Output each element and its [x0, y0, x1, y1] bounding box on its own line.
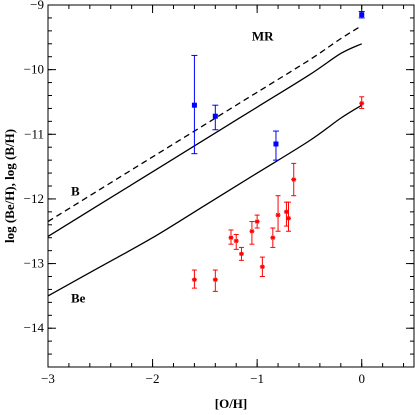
asterisk-marker [359, 101, 364, 106]
blue-data-point [272, 130, 279, 161]
asterisk-marker [275, 212, 281, 218]
red-data-point [191, 269, 197, 289]
red-data-point [212, 269, 218, 292]
model-curves [47, 25, 363, 297]
square-marker [273, 141, 279, 147]
solid-model-curve [47, 104, 363, 297]
y-tick-label: −14 [24, 320, 45, 335]
x-tick-label: −2 [146, 371, 160, 386]
y-tick-label: −13 [24, 256, 44, 271]
red-data-point [259, 256, 265, 277]
asterisk-marker [228, 235, 234, 240]
asterisk-marker [249, 229, 255, 234]
y-tick-label: −9 [30, 0, 44, 12]
blue-data-point [212, 104, 219, 131]
x-tick-label: −1 [250, 371, 264, 386]
red-data-point [275, 195, 281, 232]
asterisk-marker [260, 264, 265, 269]
data-markers [191, 10, 365, 292]
red-data-point [291, 162, 297, 197]
y-axis-label: log (Be/H), log (B/H) [2, 129, 17, 243]
asterisk-marker [234, 238, 239, 244]
annotations: MR B Be [71, 29, 274, 306]
solid-model-curve [47, 43, 362, 237]
annotation-mr: MR [252, 29, 274, 44]
asterisk-marker [270, 235, 276, 240]
axis-ticks [47, 4, 414, 367]
red-data-point [228, 229, 234, 245]
annotation-b: B [71, 184, 80, 199]
blue-data-point [191, 54, 198, 155]
y-tick-label: −12 [24, 191, 44, 206]
axis-tick-labels: −3 −2 −1 0−14−13−12−11−10−9 [24, 0, 365, 386]
y-tick-label: −11 [24, 126, 44, 141]
x-tick-label: −3 [41, 371, 55, 386]
red-data-point [249, 221, 255, 245]
asterisk-marker [284, 209, 289, 215]
y-tick-label: −10 [24, 62, 44, 77]
red-data-point [233, 233, 239, 250]
blue-data-point [358, 10, 365, 19]
square-marker [191, 102, 197, 108]
annotation-be: Be [71, 290, 86, 305]
asterisk-marker [286, 216, 291, 221]
asterisk-marker [291, 177, 296, 182]
square-marker [359, 12, 365, 18]
x-tick-label: 0 [358, 371, 365, 386]
red-data-point [270, 227, 276, 248]
plot-frame [47, 4, 415, 368]
dashed-model-curve [47, 25, 363, 223]
asterisk-marker [254, 219, 260, 224]
red-data-point [238, 246, 244, 261]
asterisk-marker [213, 277, 218, 282]
asterisk-marker [239, 251, 244, 257]
square-marker [212, 113, 218, 119]
asterisk-marker [192, 277, 197, 282]
red-data-point [359, 96, 365, 109]
red-data-point [286, 201, 292, 232]
red-data-point [254, 214, 260, 229]
x-axis-label: [O/H] [215, 396, 248, 411]
